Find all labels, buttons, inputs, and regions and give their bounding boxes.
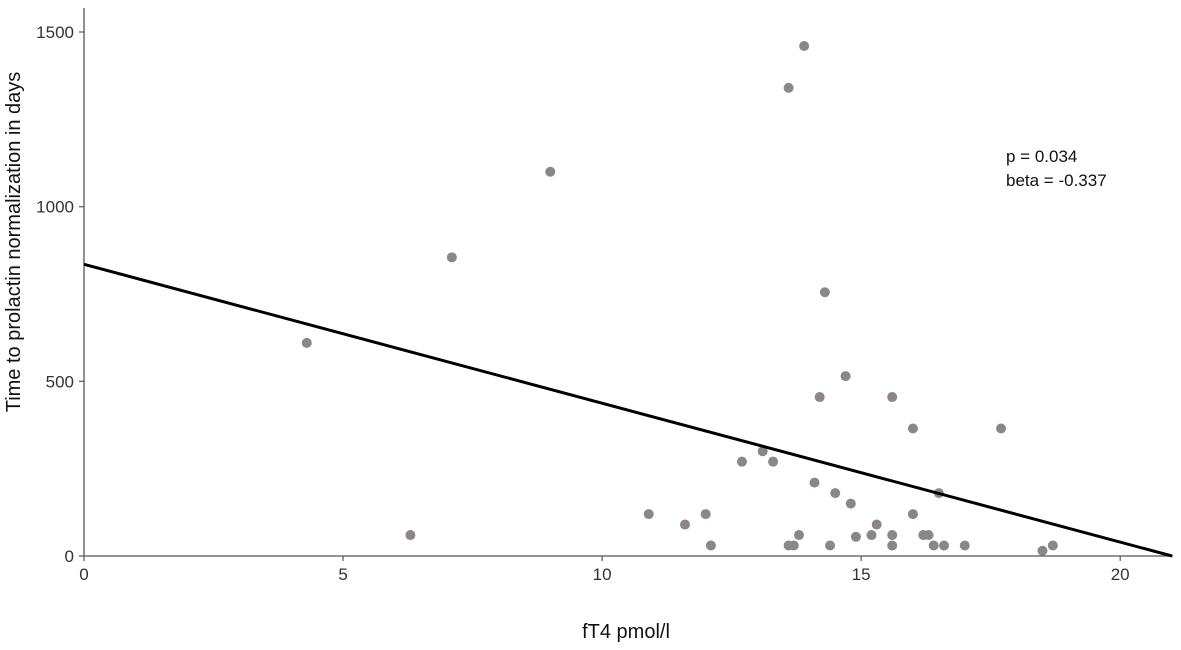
x-tick-label: 20 (1111, 565, 1130, 584)
y-axis-ticks: 0 500 1000 1500 (36, 23, 84, 566)
data-point (783, 82, 794, 93)
y-tick-label: 1500 (36, 23, 74, 42)
data-points (301, 40, 1058, 556)
data-point (830, 488, 841, 499)
data-point (799, 40, 810, 51)
data-point (1047, 540, 1058, 551)
y-tick-label: 0 (65, 547, 74, 566)
data-point (301, 337, 312, 348)
data-point (446, 252, 457, 263)
data-point (405, 530, 416, 541)
x-tick-label: 15 (852, 565, 871, 584)
x-tick-label: 5 (338, 565, 347, 584)
data-point (643, 509, 654, 520)
regression-line (83, 262, 1173, 558)
data-point (928, 540, 939, 551)
y-axis-title: Time to prolactin normalization in days (3, 72, 25, 413)
data-point (939, 540, 950, 551)
data-point (545, 166, 556, 177)
data-point (923, 530, 934, 541)
data-point (887, 540, 898, 551)
x-axis-title: fT4 pmol/l (582, 621, 670, 643)
data-point (845, 498, 856, 509)
annotation-beta: beta = -0.337 (1006, 171, 1107, 190)
y-tick-label: 1000 (36, 198, 74, 217)
annotation-p-value: p = 0.034 (1006, 147, 1077, 166)
data-point (819, 287, 830, 298)
data-point (809, 477, 820, 488)
data-point (887, 392, 898, 403)
data-point (996, 423, 1007, 434)
data-point (788, 540, 799, 551)
data-point (907, 509, 918, 520)
data-point (866, 530, 877, 541)
x-tick-label: 0 (79, 565, 88, 584)
data-point (840, 371, 851, 382)
data-point (793, 530, 804, 541)
data-point (679, 519, 690, 530)
data-point (850, 531, 861, 542)
data-point (825, 540, 836, 551)
data-point (736, 456, 747, 467)
data-point (959, 540, 970, 551)
y-tick-label: 500 (46, 372, 74, 391)
data-point (768, 456, 779, 467)
data-point (757, 446, 768, 457)
data-point (1037, 545, 1048, 556)
x-axis-ticks: 0 5 10 15 20 (79, 556, 1130, 584)
axes (83, 8, 1173, 557)
data-point (700, 509, 711, 520)
x-tick-label: 10 (593, 565, 612, 584)
data-point (871, 519, 882, 530)
data-point (907, 423, 918, 434)
data-point (887, 530, 898, 541)
data-point (814, 392, 825, 403)
data-point (705, 540, 716, 551)
